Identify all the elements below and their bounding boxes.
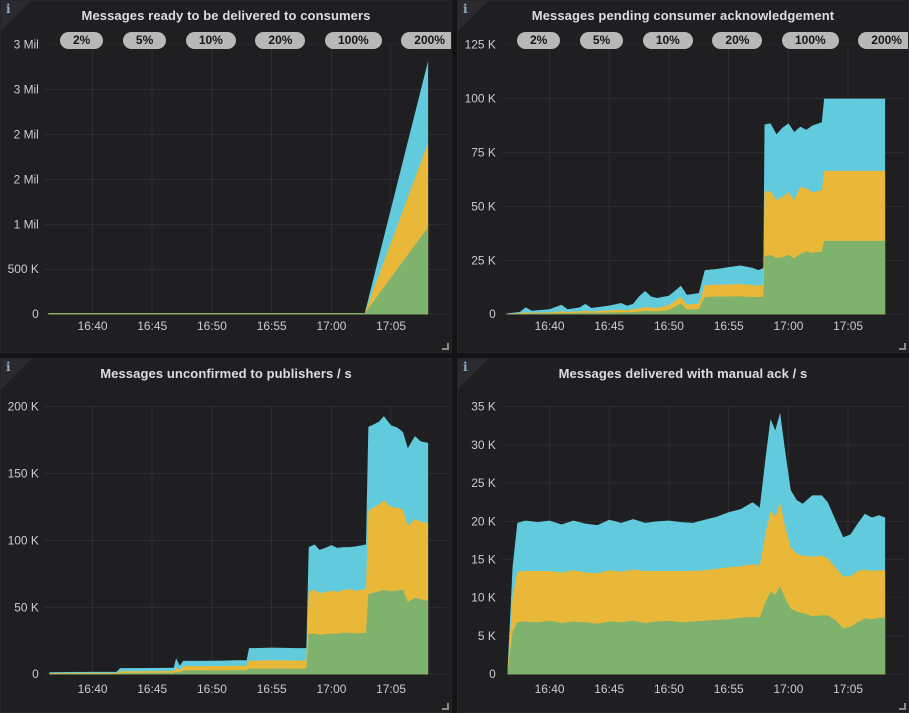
badge-5pct: 5% <box>579 32 624 49</box>
svg-text:16:55: 16:55 <box>714 319 744 333</box>
panel-title[interactable]: Messages pending consumer acknowledgemen… <box>531 8 835 23</box>
resize-handle[interactable] <box>897 341 906 350</box>
resize-handle[interactable] <box>897 701 906 710</box>
svg-text:16:40: 16:40 <box>535 682 565 696</box>
percent-badges: 2% 5% 10% 20% 100% 200% <box>60 32 451 49</box>
svg-text:17:00: 17:00 <box>774 682 804 696</box>
info-icon[interactable]: i <box>463 360 468 374</box>
svg-text:16:50: 16:50 <box>197 682 227 696</box>
resize-handle[interactable] <box>440 341 449 350</box>
panel-title[interactable]: Messages delivered with manual ack / s <box>558 366 808 381</box>
svg-text:3 Mil: 3 Mil <box>14 38 39 52</box>
svg-text:0: 0 <box>489 667 496 681</box>
svg-text:0: 0 <box>489 307 496 321</box>
percent-badges: 2% 5% 10% 20% 100% 200% <box>517 32 908 49</box>
badge-20pct: 20% <box>255 32 306 49</box>
svg-text:17:00: 17:00 <box>317 682 347 696</box>
badge-5pct: 5% <box>122 32 167 49</box>
svg-text:35 K: 35 K <box>471 400 496 414</box>
panel-messages-ready: i Messages ready to be delivered to cons… <box>0 0 452 353</box>
badge-10pct: 10% <box>642 32 693 49</box>
svg-text:17:05: 17:05 <box>833 682 863 696</box>
svg-text:50 K: 50 K <box>14 600 39 614</box>
svg-text:16:55: 16:55 <box>714 682 744 696</box>
resize-handle[interactable] <box>440 701 449 710</box>
svg-text:16:45: 16:45 <box>137 319 167 333</box>
panel-title[interactable]: Messages ready to be delivered to consum… <box>81 8 371 23</box>
svg-text:200 K: 200 K <box>8 400 39 414</box>
badge-200pct: 200% <box>401 32 451 49</box>
info-corner: i <box>458 359 488 389</box>
svg-text:17:00: 17:00 <box>774 319 804 333</box>
svg-text:17:05: 17:05 <box>833 319 863 333</box>
svg-text:150 K: 150 K <box>8 467 39 481</box>
svg-text:10 K: 10 K <box>471 591 496 605</box>
svg-text:16:50: 16:50 <box>654 682 684 696</box>
svg-text:30 K: 30 K <box>471 438 496 452</box>
svg-text:100 K: 100 K <box>465 92 496 106</box>
info-icon[interactable]: i <box>6 360 11 374</box>
svg-text:5 K: 5 K <box>478 629 496 643</box>
svg-text:17:00: 17:00 <box>317 319 347 333</box>
svg-text:0: 0 <box>32 307 39 321</box>
svg-text:16:40: 16:40 <box>78 319 108 333</box>
panel-messages-delivered: i Messages delivered with manual ack / s… <box>457 358 909 713</box>
svg-text:0: 0 <box>32 667 39 681</box>
svg-text:15 K: 15 K <box>471 553 496 567</box>
badge-2pct: 2% <box>517 32 561 49</box>
svg-text:16:55: 16:55 <box>257 319 287 333</box>
badge-100pct: 100% <box>782 32 839 49</box>
svg-text:25 K: 25 K <box>471 253 496 267</box>
svg-text:500 K: 500 K <box>8 262 39 276</box>
badge-20pct: 20% <box>712 32 763 49</box>
svg-text:16:50: 16:50 <box>654 319 684 333</box>
svg-text:100 K: 100 K <box>8 533 39 547</box>
panel-messages-pending: i Messages pending consumer acknowledgem… <box>457 0 909 353</box>
svg-text:1 Mil: 1 Mil <box>14 217 39 231</box>
badge-2pct: 2% <box>60 32 104 49</box>
svg-text:25 K: 25 K <box>471 476 496 490</box>
svg-text:3 Mil: 3 Mil <box>14 83 39 97</box>
svg-text:17:05: 17:05 <box>376 319 406 333</box>
svg-text:75 K: 75 K <box>471 146 496 160</box>
badge-200pct: 200% <box>858 32 908 49</box>
chart-messages-unconfirmed[interactable]: 200 K 150 K 100 K 50 K 0 16:40 16:45 16:50 16:55… <box>1 359 451 712</box>
panel-title[interactable]: Messages unconfirmed to publishers / s <box>100 366 352 381</box>
svg-text:125 K: 125 K <box>465 38 496 52</box>
svg-text:16:45: 16:45 <box>594 682 624 696</box>
svg-text:20 K: 20 K <box>471 514 496 528</box>
chart-messages-delivered[interactable]: 35 K 30 K 25 K 20 K 15 K 10 K 5 K 0 16:40 16:45 16… <box>458 359 908 712</box>
svg-text:16:40: 16:40 <box>535 319 565 333</box>
svg-text:16:45: 16:45 <box>137 682 167 696</box>
svg-text:2 Mil: 2 Mil <box>14 172 39 186</box>
info-corner: i <box>458 1 488 31</box>
svg-text:16:55: 16:55 <box>257 682 287 696</box>
svg-text:16:40: 16:40 <box>78 682 108 696</box>
badge-10pct: 10% <box>185 32 236 49</box>
info-icon[interactable]: i <box>463 2 468 16</box>
info-icon[interactable]: i <box>6 2 11 16</box>
chart-messages-ready[interactable]: 3 Mil 3 Mil 2 Mil 2 Mil 1 Mil 500 K 0 16:40 16:4… <box>1 1 451 352</box>
svg-text:50 K: 50 K <box>471 199 496 213</box>
badge-100pct: 100% <box>325 32 382 49</box>
svg-text:17:05: 17:05 <box>376 682 406 696</box>
chart-messages-pending[interactable]: 125 K 100 K 75 K 50 K 25 K 0 16:40 16:45 16:50 16… <box>458 1 908 352</box>
svg-text:16:45: 16:45 <box>594 319 624 333</box>
panel-messages-unconfirmed: i Messages unconfirmed to publishers / s… <box>0 358 452 713</box>
info-corner: i <box>1 359 31 389</box>
info-corner: i <box>1 1 31 31</box>
svg-text:16:50: 16:50 <box>197 319 227 333</box>
svg-text:2 Mil: 2 Mil <box>14 128 39 142</box>
